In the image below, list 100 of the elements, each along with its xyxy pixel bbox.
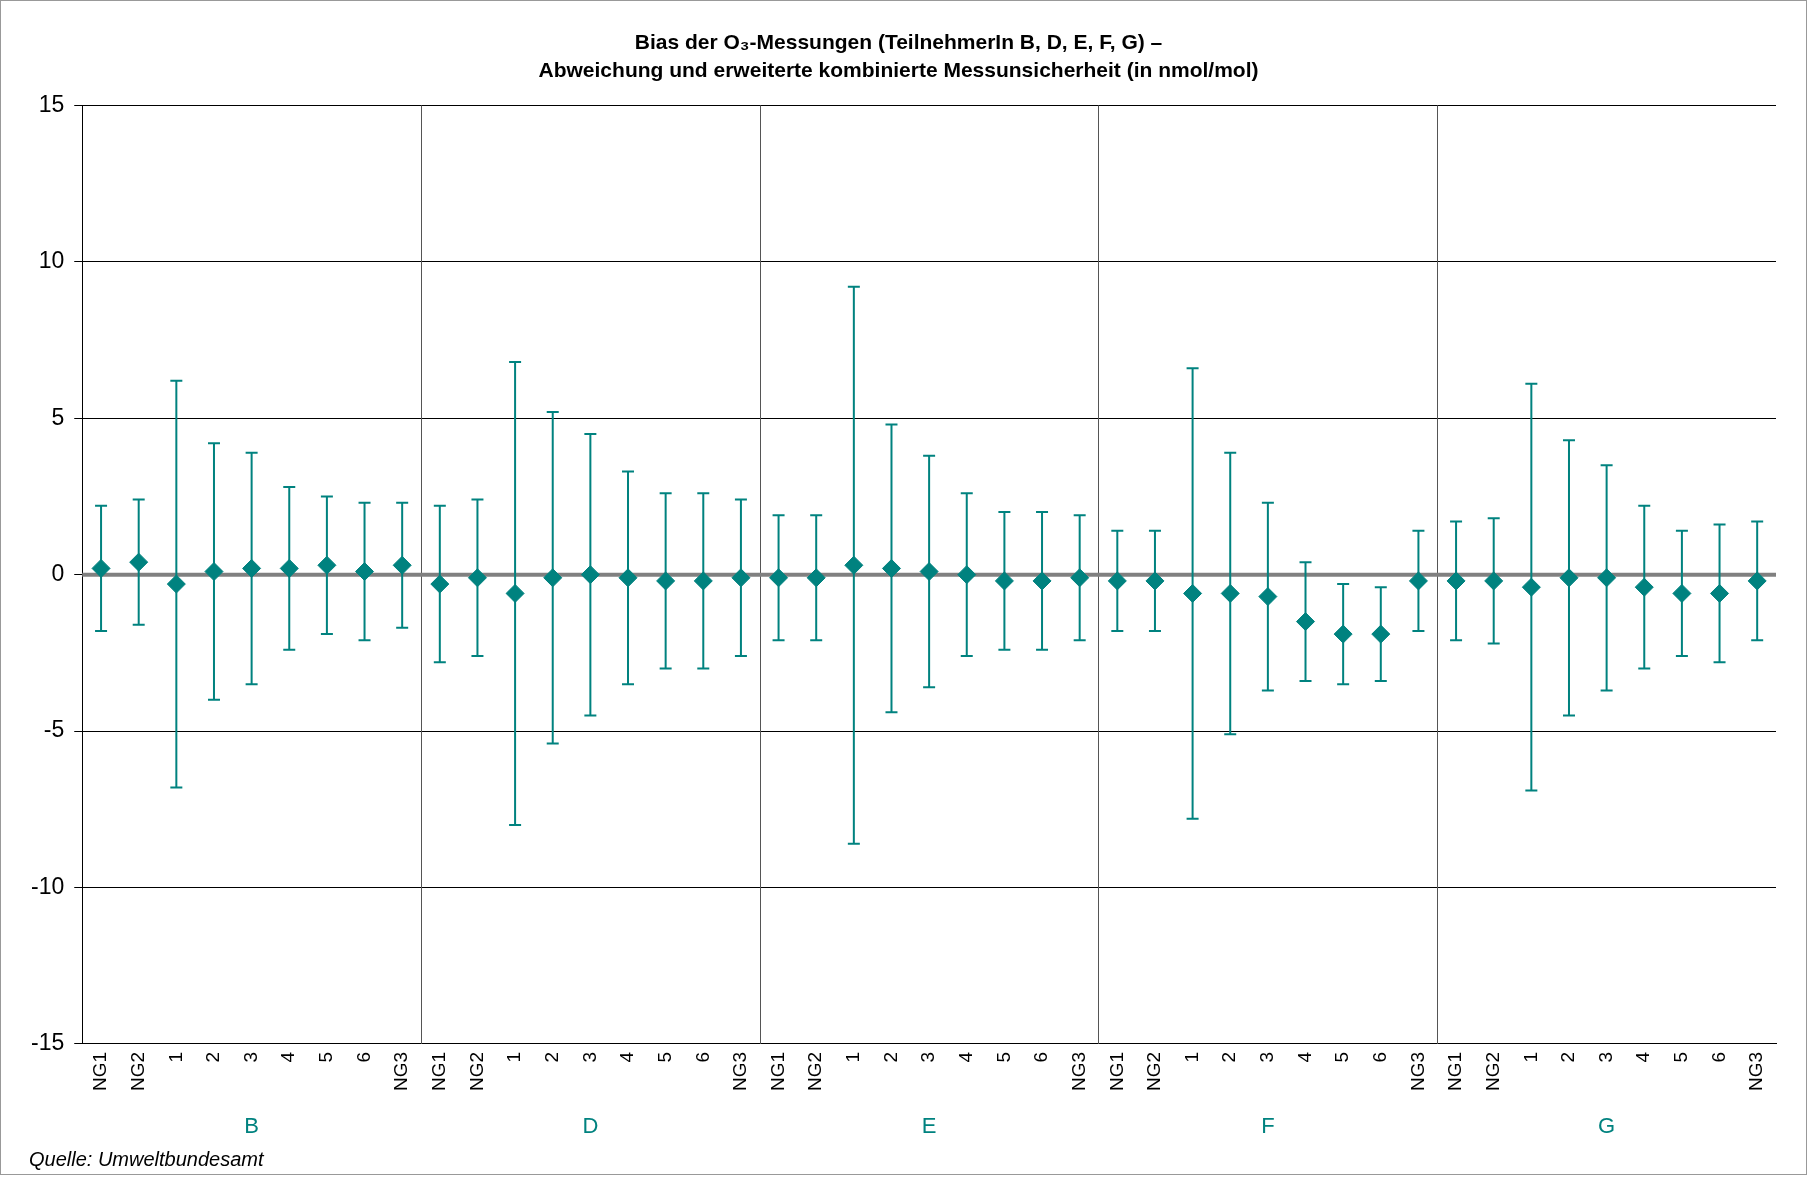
point: [1484, 571, 1504, 591]
point: [769, 568, 789, 588]
point: [1183, 583, 1203, 603]
point: [881, 558, 901, 578]
x-tick-label: 2: [202, 1051, 224, 1063]
x-tick-label: 5: [653, 1051, 675, 1063]
point: [580, 565, 600, 585]
point: [994, 571, 1014, 591]
point: [1408, 571, 1428, 591]
point: [1333, 624, 1353, 644]
point: [1107, 571, 1127, 591]
point: [1521, 577, 1541, 597]
x-tick-label: 4: [1293, 1051, 1315, 1063]
point: [957, 565, 977, 585]
x-tick-label: 5: [1670, 1051, 1692, 1063]
point: [1672, 583, 1692, 603]
point: [656, 571, 676, 591]
x-tick-label: NG2: [465, 1051, 487, 1092]
point: [1220, 583, 1240, 603]
point: [1559, 568, 1579, 588]
x-tick-label: NG3: [729, 1051, 751, 1092]
x-tick-label: 6: [352, 1051, 374, 1063]
point: [1070, 568, 1090, 588]
x-tick-label: 6: [691, 1051, 713, 1063]
point: [1634, 577, 1654, 597]
x-tick-label: NG3: [1406, 1051, 1428, 1092]
x-tick-label: NG2: [126, 1051, 148, 1092]
point: [467, 568, 487, 588]
text: G: [1598, 1113, 1616, 1139]
x-tick-label: 1: [164, 1051, 186, 1063]
point: [91, 558, 111, 578]
x-tick-label: NG2: [1143, 1051, 1165, 1092]
point: [919, 562, 939, 582]
x-tick-label: NG3: [1745, 1051, 1767, 1092]
chart-subtitle: Abweichung und erweiterte kombinierte Messunsicherheit (in nmol/mol): [538, 57, 1259, 81]
chart-title: Bias der O₃-Messungen (TeilnehmerIn B, D, E, F, G) –: [634, 30, 1163, 54]
x-tick-label: 2: [879, 1051, 901, 1063]
x-tick-label: 1: [503, 1051, 525, 1063]
x-tick-label: 3: [917, 1051, 939, 1063]
x-tick-label: 5: [315, 1051, 337, 1063]
point: [693, 571, 713, 591]
point: [1446, 571, 1466, 591]
point: [129, 552, 149, 572]
text: B: [244, 1113, 259, 1139]
x-tick-label: 2: [1557, 1051, 1579, 1063]
x-tick-label: 2: [1218, 1051, 1240, 1063]
x-tick-label: NG3: [1067, 1051, 1089, 1092]
x-tick-label: 6: [1030, 1051, 1052, 1063]
point: [1258, 587, 1278, 607]
point: [317, 555, 337, 575]
x-tick-label: 3: [578, 1051, 600, 1063]
point: [392, 555, 412, 575]
point: [618, 568, 638, 588]
x-tick-label: 3: [239, 1051, 261, 1063]
text: E: [921, 1113, 937, 1139]
x-tick-label: 3: [1256, 1051, 1278, 1063]
x-tick-label: NG1: [89, 1051, 111, 1092]
point: [1296, 612, 1316, 632]
point: [1032, 571, 1052, 591]
point: [543, 568, 563, 588]
x-tick-label: 1: [1180, 1051, 1202, 1063]
point: [731, 568, 751, 588]
point: [242, 558, 262, 578]
x-tick-label: 1: [1519, 1051, 1541, 1063]
source-note: Quelle: Umweltbundesamt: [29, 1147, 265, 1170]
y-tick-label: -10: [30, 872, 65, 899]
x-tick-label: 2: [540, 1051, 562, 1063]
x-tick-label: 3: [1594, 1051, 1616, 1063]
y-tick-label: -5: [43, 716, 65, 743]
x-tick-label: 1: [842, 1051, 864, 1063]
text: D: [582, 1113, 599, 1139]
x-tick-label: 4: [1632, 1051, 1654, 1063]
x-tick-label: NG1: [1444, 1051, 1466, 1092]
x-tick-label: 5: [1331, 1051, 1353, 1063]
point: [279, 558, 299, 578]
x-tick-label: 4: [616, 1051, 638, 1063]
point: [1597, 568, 1617, 588]
y-tick-label: -15: [30, 1029, 65, 1056]
point: [166, 574, 186, 594]
x-tick-label: 6: [1707, 1051, 1729, 1063]
x-tick-label: 6: [1369, 1051, 1391, 1063]
point: [505, 583, 525, 603]
point: [355, 562, 375, 582]
point: [1145, 571, 1165, 591]
point: [844, 555, 864, 575]
point: [1710, 583, 1730, 603]
text: F: [1261, 1113, 1275, 1139]
x-tick-label: 5: [992, 1051, 1014, 1063]
point: [806, 568, 826, 588]
x-tick-label: NG1: [428, 1051, 450, 1092]
x-tick-label: NG1: [1105, 1051, 1127, 1092]
y-tick-label: 5: [51, 403, 65, 430]
x-tick-label: 4: [954, 1051, 976, 1063]
x-tick-label: NG3: [390, 1051, 412, 1092]
y-tick-label: 15: [38, 90, 65, 117]
y-tick-label: 10: [38, 247, 65, 274]
point: [204, 562, 224, 582]
point: [430, 574, 450, 594]
point: [1747, 571, 1767, 591]
x-tick-label: NG1: [766, 1051, 788, 1092]
